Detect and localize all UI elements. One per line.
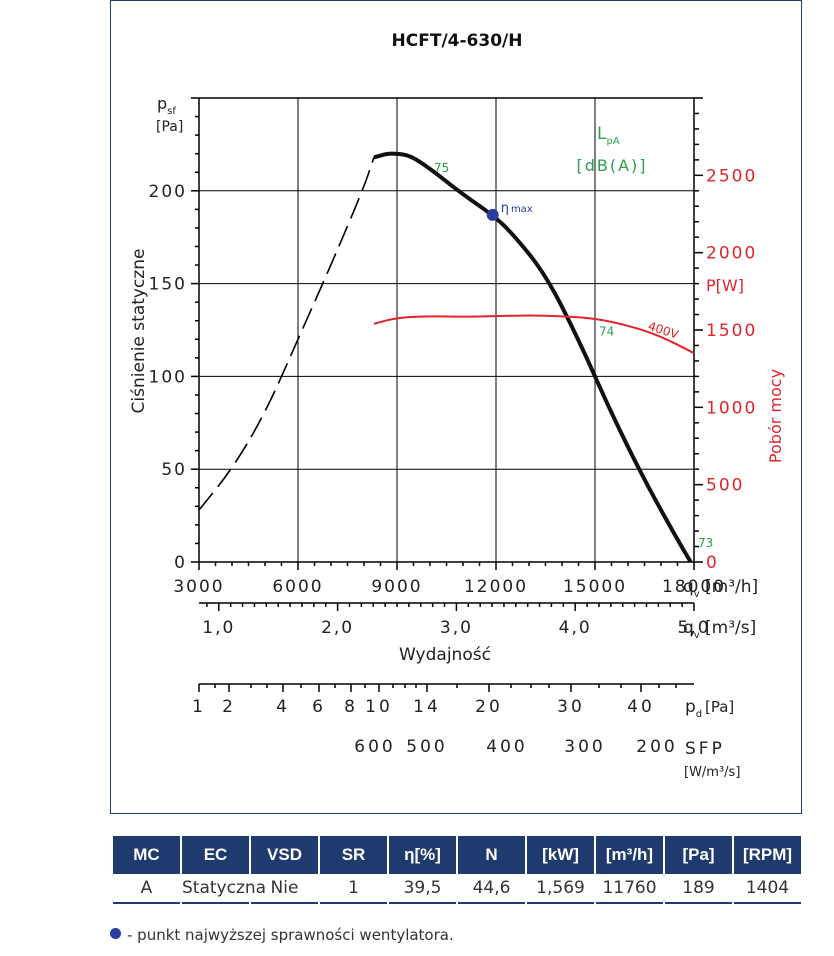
spec-table-header-cell: η[%] (389, 836, 456, 874)
x-axis-label: Wydajność (399, 645, 491, 665)
spec-table-cell: Nie (251, 874, 318, 904)
x-tick-label: 3000 (173, 577, 224, 597)
power-axis-label: Pobór mocy (766, 369, 785, 463)
x-tick-label: 6000 (272, 577, 323, 597)
spec-table: MC EC VSD SR η[%] N [kW] [m³/h] [Pa] [RPM] A Staty… (111, 836, 803, 904)
power-curve (373, 314, 695, 355)
sfp-tick-label: 300 (564, 737, 605, 757)
spec-table-cell: 189 (665, 874, 732, 904)
noise-value-label: 75 (434, 161, 449, 175)
eta-max-label: η max (501, 201, 533, 216)
unstable-curve (198, 157, 375, 511)
y-tick-label: 200 (149, 182, 187, 202)
pd-unit-symbol: pd (685, 697, 702, 720)
y-tick-label: 50 (161, 460, 187, 480)
spec-table-header-cell: [RPM] (734, 836, 801, 874)
spec-table-header-cell: SR (320, 836, 387, 874)
y-axis-label: Ciśnienie statyczne (129, 249, 149, 414)
spec-table-cell: 1404 (734, 874, 801, 904)
y-tick-label: 150 (149, 275, 187, 295)
y-tick-label: 100 (149, 367, 187, 387)
sfp-tick-label: 500 (406, 737, 447, 757)
pd-tick-label: 40 (627, 697, 655, 717)
spec-table-body: A Statyczna Nie 1 39,5 44,6 1,569 11760 189 1404 (113, 874, 801, 904)
pd-tick-label: 10 (365, 697, 393, 717)
x2-tick-label: 2,0 (321, 618, 354, 638)
sfp-tick-label: 600 (354, 737, 395, 757)
x2-unit: [m³/s] (705, 618, 756, 638)
pd-tick-label: 14 (413, 697, 441, 717)
x2-tick-label: 5,0 (677, 618, 710, 638)
spec-table-cell: Statyczna (182, 874, 266, 904)
noise-value-label: 73 (698, 536, 713, 550)
spec-table-header-cell: EC (182, 836, 249, 874)
pd-tick-label: 8 (344, 697, 358, 717)
y-tick-label: 0 (174, 553, 187, 573)
x-tick-label: 15000 (563, 577, 627, 597)
x2-tick-label: 3,0 (440, 618, 473, 638)
pd-tick-label: 4 (276, 697, 290, 717)
pd-tick-label: 20 (475, 697, 503, 717)
x-unit: [m³/h] (705, 577, 758, 597)
pressure-curve (373, 151, 693, 564)
pd-tick-label: 2 (222, 697, 236, 717)
spec-table-cell: 11760 (596, 874, 663, 904)
spec-table-row: A Statyczna Nie 1 39,5 44,6 1,569 11760 189 1404 (113, 874, 801, 904)
pd-tick-label: 1 (192, 697, 206, 717)
x-tick-label: 18000 (662, 577, 726, 597)
spec-table-header-cell: VSD (251, 836, 318, 874)
spec-table-header-row: MC EC VSD SR η[%] N [kW] [m³/h] [Pa] [RPM] (113, 836, 801, 874)
x2-tick-label: 4,0 (559, 618, 592, 638)
x-tick-label: 9000 (371, 577, 422, 597)
x-tick-label: 12000 (464, 577, 528, 597)
sfp-unit: [W/m³/s] (684, 765, 740, 780)
power-tick-label: 2500 (706, 166, 757, 186)
chart-title: HCFT/4-630/H (392, 31, 523, 51)
x2-tick-label: 1,0 (202, 618, 235, 638)
sfp-label: SFP (685, 739, 725, 759)
spec-table-cell: 39,5 (389, 874, 456, 904)
power-unit: P[W] (706, 276, 744, 295)
pd-unit: [Pa] (705, 698, 734, 716)
pd-tick-label: 30 (557, 697, 585, 717)
spec-table-header-cell: MC (113, 836, 180, 874)
noise-value-label: 74 (599, 324, 614, 338)
eta-max-point (486, 208, 499, 221)
power-tick-label: 0 (706, 553, 719, 573)
chart-frame: HCFT/4-630/H 0 50 100 150 200 psf [Pa] Ciśnienie… (110, 0, 802, 814)
spec-table-cell: A (113, 874, 180, 904)
y-unit: [Pa] (156, 119, 183, 135)
power-tick-label: 500 (706, 476, 744, 496)
eta-max-dot-icon (110, 928, 121, 939)
spec-table-header-cell: N (458, 836, 525, 874)
x2-unit-symbol: qv (683, 618, 700, 641)
spec-table-header-cell: [Pa] (665, 836, 732, 874)
noise-unit: [dB(A)] (576, 156, 647, 175)
pd-tick-label: 6 (312, 697, 326, 717)
x-unit-symbol: qv (683, 577, 700, 600)
power-tick-label: 2000 (706, 244, 757, 264)
fan-curve-chart: HCFT/4-630/H050100150200psf[Pa]Ciśnienie… (129, 31, 785, 780)
y-unit-symbol: psf (157, 94, 176, 117)
noise-label: LpA (597, 124, 620, 147)
eta-max-note: - punkt najwyższej sprawności wentylator… (110, 926, 454, 944)
spec-table-header-cell: [m³/h] (596, 836, 663, 874)
spec-table-header-cell: [kW] (527, 836, 594, 874)
eta-max-note-text: - punkt najwyższej sprawności wentylator… (127, 926, 454, 944)
spec-table-cell: 1,569 (527, 874, 594, 904)
power-tick-label: 1000 (706, 398, 757, 418)
power-tick-label: 1500 (706, 321, 757, 341)
spec-table-cell: 1 (320, 874, 387, 904)
spec-table-cell: 44,6 (458, 874, 525, 904)
sfp-tick-label: 200 (636, 737, 677, 757)
sfp-tick-label: 400 (486, 737, 527, 757)
